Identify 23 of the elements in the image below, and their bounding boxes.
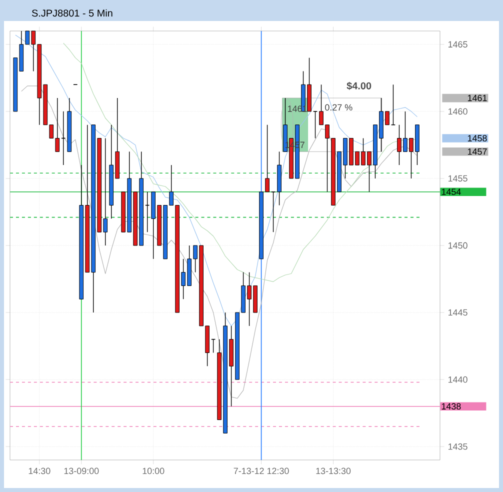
y-tick-label: 1445 [448, 309, 468, 316]
text: 1457 [468, 148, 487, 155]
ref-line-label: 1438 [442, 403, 461, 410]
x-tick-label: 14:30 [28, 468, 50, 474]
y-tick-label: 1465 [448, 41, 468, 48]
y-tick-label: 1460 [448, 108, 468, 115]
y-tick-label: 1455 [448, 175, 468, 182]
x-tick-label: 7-13-12 12:30 [234, 468, 289, 474]
annotation: 0.27 % [325, 104, 352, 111]
annotation: $4.00 [346, 82, 372, 90]
candlestick [312, 111, 318, 139]
ref-line-label: 1454 [442, 188, 461, 195]
y-tick-label: 1450 [448, 242, 468, 249]
candlestick [270, 191, 276, 232]
y-tick-label: 1440 [448, 376, 468, 383]
text: 1461 [468, 94, 487, 102]
annotation: 1457 [286, 142, 304, 148]
text: 1458 [468, 135, 487, 142]
x-tick-label: 13-09:00 [64, 468, 99, 474]
x-tick-label: 13-13:30 [316, 468, 351, 474]
chart-title: S.JPJ8801 - 5 Min [32, 9, 112, 17]
x-tick-label: 10:00 [142, 468, 164, 474]
y-tick-label: 1435 [448, 443, 468, 450]
